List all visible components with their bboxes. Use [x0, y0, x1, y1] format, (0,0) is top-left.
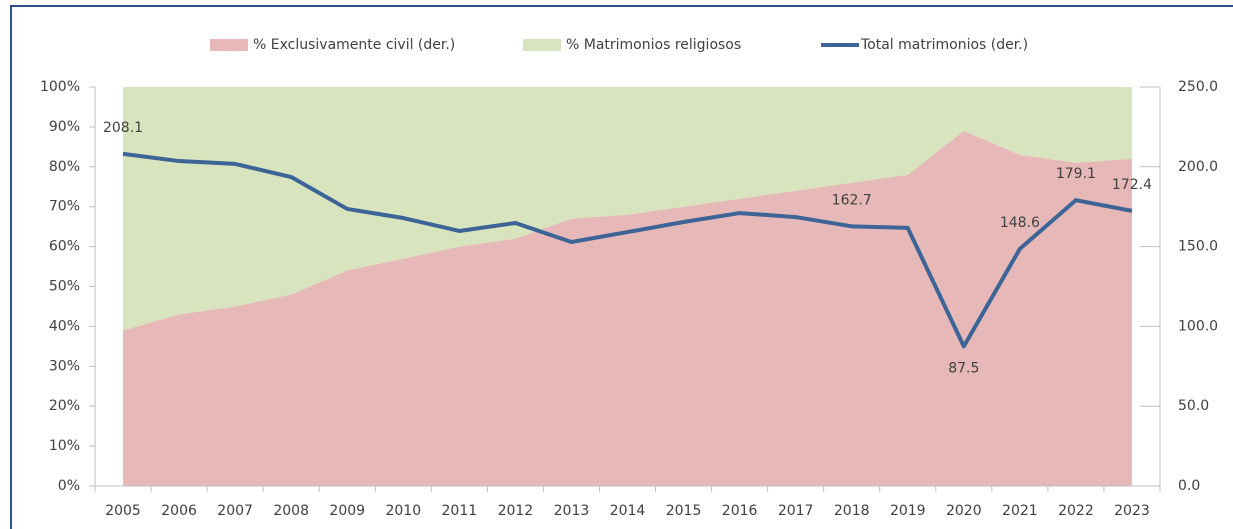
x-tick-label: 2017 [778, 503, 814, 519]
area [123, 87, 1132, 331]
x-tick-label: 2011 [442, 503, 478, 519]
x-tick-label: 2021 [1002, 503, 1038, 519]
x-tick-label: 2015 [666, 503, 702, 519]
data-label: 148.6 [1000, 215, 1040, 231]
legend-label: Total matrimonios (der.) [860, 37, 1028, 53]
x-tick-label: 2012 [498, 503, 534, 519]
y-tick-label: 60% [49, 239, 80, 255]
y-tick-label: 10% [49, 438, 80, 454]
data-label: 87.5 [948, 360, 979, 376]
line [122, 151, 1133, 349]
y2-tick-label: 100.0 [1178, 318, 1218, 334]
y2-tick-label: 0.0 [1178, 478, 1200, 494]
y2-tick-label: 250.0 [1178, 79, 1218, 95]
y-tick-label: 0% [58, 478, 80, 494]
frame [10, 5, 1233, 529]
y2-tick-label: 200.0 [1178, 159, 1218, 175]
x-tick-label: 2014 [610, 503, 646, 519]
x-tick-label: 2009 [329, 503, 365, 519]
y-tick-label: 80% [49, 159, 80, 175]
y-tick-label: 100% [40, 79, 80, 95]
area [123, 130, 1132, 486]
y-tick-label: 90% [49, 119, 80, 135]
y-tick-label: 20% [49, 398, 80, 414]
x-tick-label: 2006 [161, 503, 197, 519]
legend-label: % Matrimonios religiosos [566, 37, 741, 53]
x-tick-label: 2010 [385, 503, 421, 519]
data-label: 179.1 [1056, 166, 1096, 182]
x-tick-label: 2023 [1114, 503, 1150, 519]
data-label: 162.7 [832, 192, 872, 208]
y-tick-label: 30% [49, 358, 80, 374]
x-tick-label: 2019 [890, 503, 926, 519]
x-tick-label: 2008 [273, 503, 309, 519]
y2-tick-label: 150.0 [1178, 239, 1218, 255]
x-tick-label: 2016 [722, 503, 758, 519]
y2-tick-label: 50.0 [1178, 398, 1209, 414]
x-tick-label: 2007 [217, 503, 253, 519]
y-tick-label: 50% [49, 279, 80, 295]
legend-swatch [523, 39, 561, 51]
x-tick-label: 2013 [554, 503, 590, 519]
x-tick-label: 2018 [834, 503, 870, 519]
legend-swatch [210, 39, 248, 51]
data-label: 172.4 [1112, 177, 1152, 193]
y-tick-label: 40% [49, 318, 80, 334]
x-tick-label: 2005 [105, 503, 141, 519]
y-tick-label: 70% [49, 199, 80, 215]
x-tick-label: 2022 [1058, 503, 1094, 519]
x-tick-label: 2020 [946, 503, 982, 519]
legend-label: % Exclusivamente civil (der.) [253, 37, 455, 53]
data-label: 208.1 [103, 120, 143, 136]
